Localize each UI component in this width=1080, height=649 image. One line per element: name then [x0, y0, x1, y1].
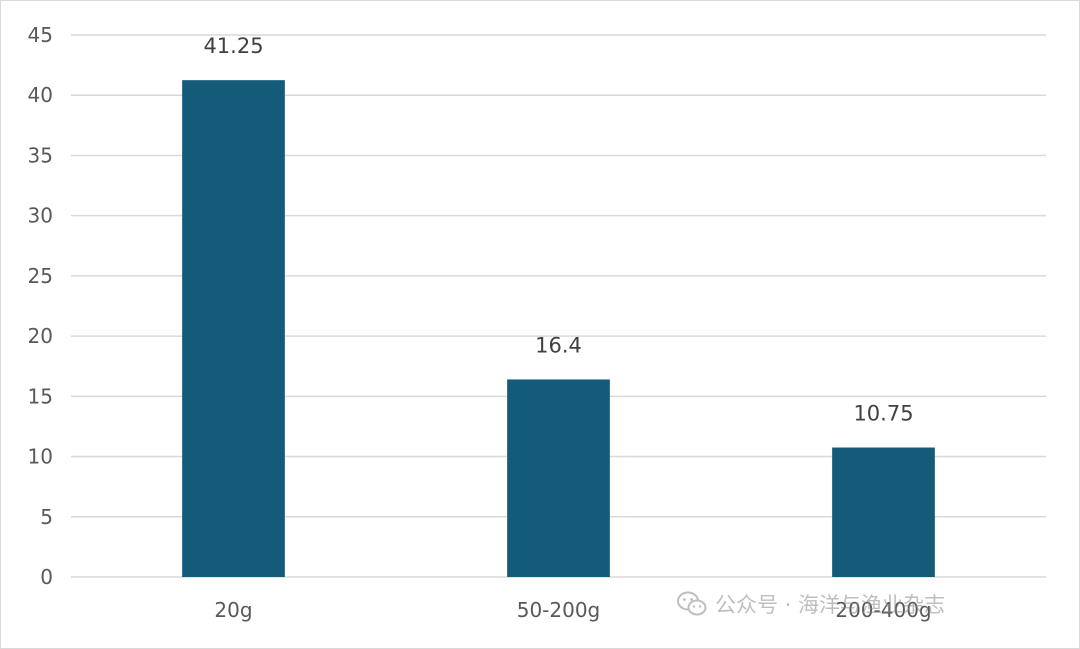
y-axis-ticks: 0 5 10 15 20 25 30 35 40 45 — [28, 23, 53, 589]
bar — [832, 447, 935, 577]
y-tick-label: 10 — [28, 445, 53, 469]
data-label: 16.4 — [535, 333, 582, 357]
watermark: 公众号 · 海洋与渔业杂志 — [677, 589, 945, 619]
y-tick-label: 20 — [28, 324, 53, 348]
y-tick-label: 5 — [40, 505, 53, 529]
data-label: 10.75 — [853, 402, 913, 426]
bars — [182, 80, 935, 578]
y-tick-label: 35 — [28, 143, 53, 167]
data-labels: 41.25 16.4 10.75 — [203, 34, 913, 425]
data-label: 41.25 — [203, 34, 263, 58]
y-tick-label: 25 — [28, 264, 53, 288]
bar — [182, 80, 285, 578]
wechat-icon — [677, 591, 707, 617]
x-axis-ticks: 20g 50-200g 200-400g — [214, 598, 931, 622]
y-tick-label: 40 — [28, 83, 53, 107]
bar — [507, 379, 610, 577]
x-tick-label: 200-400g — [835, 598, 931, 622]
watermark-text: 公众号 · 海洋与渔业杂志 — [715, 593, 946, 617]
x-tick-label: 50-200g — [517, 598, 601, 622]
x-tick-label: 20g — [214, 598, 252, 622]
y-tick-label: 0 — [40, 565, 53, 589]
y-tick-label: 15 — [28, 384, 53, 408]
y-tick-label: 30 — [28, 204, 53, 228]
y-tick-label: 45 — [28, 23, 53, 47]
